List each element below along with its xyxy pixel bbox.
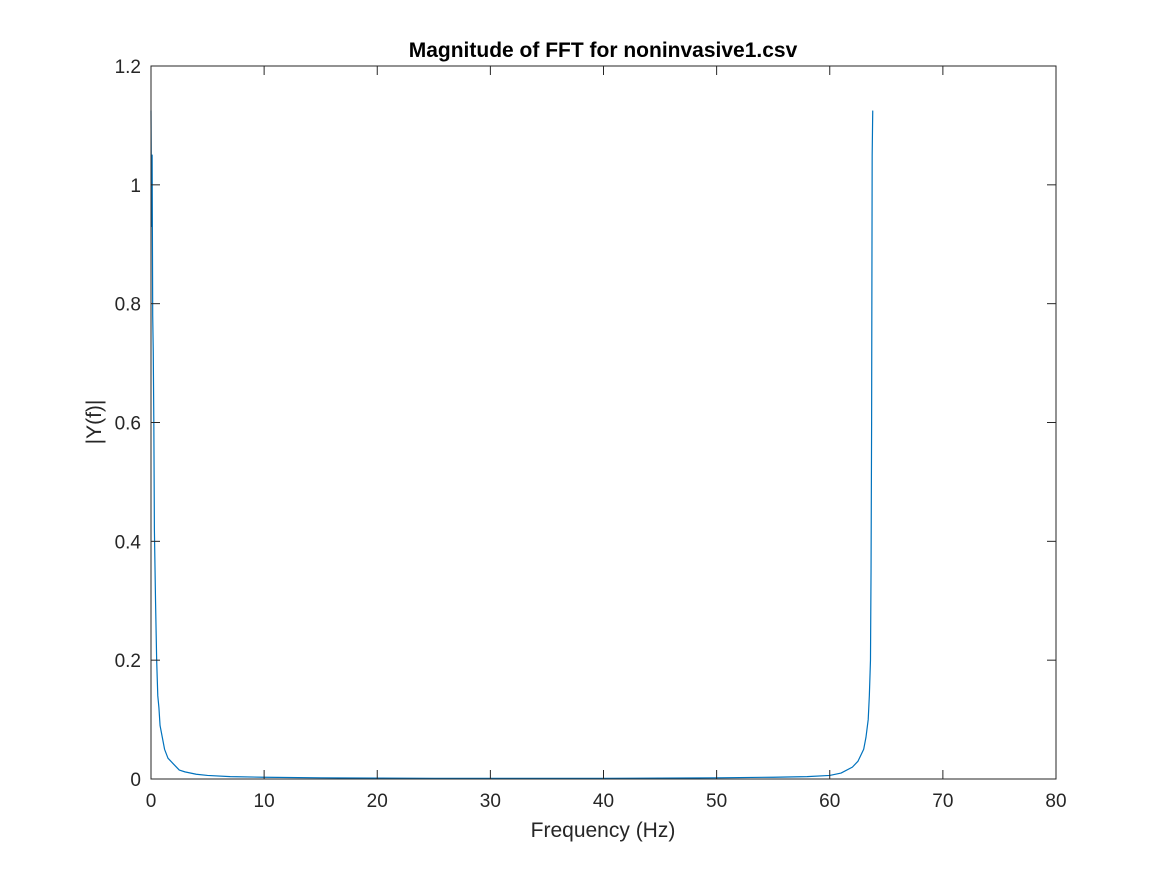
y-tick-label: 1.2 [115, 57, 141, 78]
y-tick-label: 0.8 [115, 295, 141, 316]
y-axis-label: |Y(f)| [83, 400, 106, 445]
x-tick-label: 10 [254, 791, 275, 812]
x-tick-label: 40 [593, 791, 614, 812]
x-tick-label: 0 [146, 791, 157, 812]
y-tick-label: 0.2 [115, 651, 141, 672]
x-tick-label: 60 [819, 791, 840, 812]
x-axis-ticks: 0 10 20 30 40 50 60 70 80 [146, 66, 1067, 812]
y-tick-label: 0.4 [115, 532, 142, 553]
x-tick-label: 20 [367, 791, 388, 812]
x-tick-label: 70 [932, 791, 953, 812]
x-axis-label: Frequency (Hz) [531, 819, 676, 842]
y-tick-label: 0.6 [115, 414, 141, 435]
y-tick-label: 0 [130, 770, 141, 791]
y-axis-ticks: 0 0.2 0.4 0.6 0.8 1 1.2 [115, 57, 1056, 791]
series-line-1 [150, 110, 874, 780]
y-tick-label: 1 [130, 176, 141, 197]
x-tick-label: 30 [480, 791, 501, 812]
x-tick-label: 50 [706, 791, 727, 812]
chart-title: Magnitude of FFT for noninvasive1.csv [409, 39, 798, 62]
x-tick-label: 80 [1045, 791, 1066, 812]
